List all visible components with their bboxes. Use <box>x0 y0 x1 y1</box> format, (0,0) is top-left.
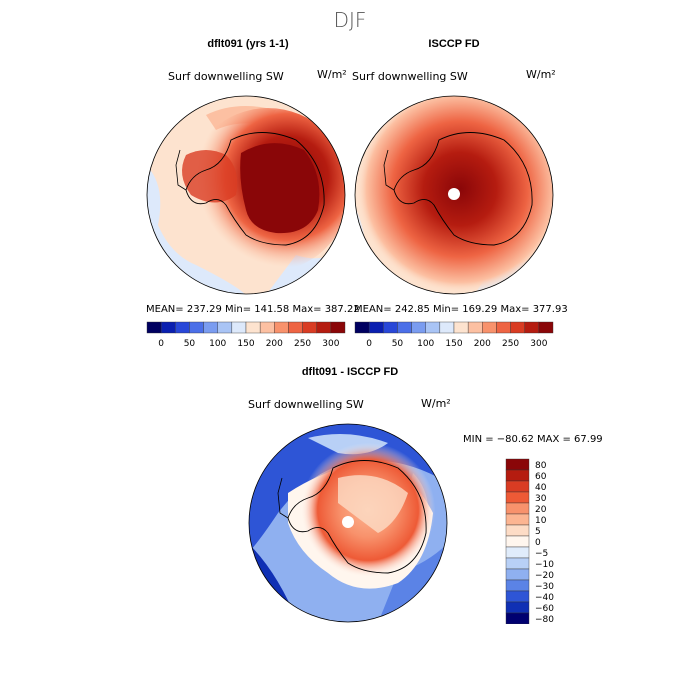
colorbar-swatch <box>368 321 384 334</box>
colorbar-swatch <box>146 321 162 334</box>
colorbar-label: 100 <box>417 339 434 349</box>
map-left-model <box>146 95 346 295</box>
panel-left-variable: Surf downwelling SW <box>168 70 284 83</box>
colorbar-label: −5 <box>535 549 548 559</box>
colorbar-swatch <box>505 469 530 482</box>
colorbar-swatch <box>203 321 218 334</box>
colorbar-swatch <box>505 502 530 515</box>
colorbar-swatch <box>288 321 303 334</box>
colorbar-swatch <box>538 321 554 334</box>
panel-right-units: W/m² <box>526 68 556 81</box>
colorbar-label: −40 <box>535 593 554 603</box>
colorbar-label: 30 <box>535 494 547 504</box>
colorbar-label: 5 <box>535 527 541 537</box>
colorbar-label: 50 <box>184 339 196 349</box>
colorbar-swatch <box>510 321 525 334</box>
colorbar-swatch <box>505 579 530 592</box>
colorbar-swatch <box>505 458 530 471</box>
colorbar-left: 050100150200250300350 <box>146 321 346 349</box>
colorbar-label: 250 <box>502 339 519 349</box>
panel-right-stats: MEAN= 242.85 Min= 169.29 Max= 377.93 <box>354 304 568 315</box>
colorbar-swatch <box>274 321 289 334</box>
map-diff <box>248 423 448 623</box>
colorbar-swatch <box>330 321 346 334</box>
colorbar-swatch <box>505 590 530 603</box>
colorbar-swatch <box>505 612 530 624</box>
colorbar-label: −80 <box>535 615 554 624</box>
colorbar-swatch <box>505 524 530 537</box>
colorbar-label: 100 <box>209 339 226 349</box>
colorbar-label: 300 <box>530 339 547 349</box>
panel-left-units: W/m² <box>317 68 347 81</box>
colorbar-swatch <box>189 321 204 334</box>
colorbar-label: 0 <box>366 339 372 349</box>
colorbar-label: 40 <box>535 483 547 493</box>
colorbar-label: 150 <box>445 339 462 349</box>
colorbar-right: 050100150200250300350 <box>354 321 554 349</box>
colorbar-label: −10 <box>535 560 554 570</box>
colorbar-swatch <box>505 480 530 493</box>
colorbar-label: 0 <box>535 538 541 548</box>
panel-diff-units: W/m² <box>421 397 451 410</box>
colorbar-label: 10 <box>535 516 547 526</box>
colorbar-swatch <box>245 321 261 334</box>
panel-diff-variable: Surf downwelling SW <box>248 398 364 411</box>
colorbar-swatch <box>160 321 176 334</box>
colorbar-swatch <box>259 321 275 334</box>
colorbar-label: 0 <box>158 339 164 349</box>
colorbar-swatch <box>524 321 540 334</box>
colorbar-label: 60 <box>535 472 547 482</box>
colorbar-swatch <box>505 546 530 559</box>
colorbar-swatch <box>505 568 530 581</box>
panel-diff-title: dflt091 - ISCCP FD <box>301 366 399 378</box>
colorbar-label: −30 <box>535 582 554 592</box>
panel-left-title: dflt091 (yrs 1-1) <box>207 38 289 50</box>
map-right-obs <box>354 95 554 295</box>
panel-left-stats: MEAN= 237.29 Min= 141.58 Max= 387.22 <box>146 304 360 315</box>
colorbar-swatch <box>397 321 412 334</box>
colorbar-label: 250 <box>294 339 311 349</box>
colorbar-swatch <box>505 557 530 570</box>
colorbar-swatch <box>496 321 511 334</box>
colorbar-swatch <box>383 321 398 334</box>
colorbar-swatch <box>505 491 530 504</box>
colorbar-label: 80 <box>535 461 547 471</box>
colorbar-label: −60 <box>535 604 554 614</box>
colorbar-swatch <box>482 321 497 334</box>
colorbar-swatch <box>505 513 530 526</box>
colorbar-swatch <box>354 321 370 334</box>
colorbar-swatch <box>217 321 233 334</box>
colorbar-swatch <box>453 321 469 334</box>
colorbar-swatch <box>231 321 247 334</box>
colorbar-swatch <box>175 321 190 334</box>
colorbar-swatch <box>505 535 530 548</box>
panel-diff-stats: MIN = −80.62 MAX = 67.99 <box>463 434 603 445</box>
colorbar-swatch <box>505 601 530 614</box>
colorbar-label: 50 <box>392 339 404 349</box>
colorbar-label: −20 <box>535 571 554 581</box>
colorbar-swatch <box>439 321 455 334</box>
colorbar-swatch <box>411 321 426 334</box>
colorbar-swatch <box>302 321 317 334</box>
colorbar-label: 300 <box>322 339 339 349</box>
colorbar-label: 200 <box>266 339 283 349</box>
panel-right-variable: Surf downwelling SW <box>352 70 468 83</box>
colorbar-label: 150 <box>237 339 254 349</box>
colorbar-label: 20 <box>535 505 547 515</box>
panel-right-title: ISCCP FD <box>428 38 480 50</box>
figure-title: DJF <box>333 8 367 32</box>
colorbar-swatch <box>467 321 483 334</box>
colorbar-label: 200 <box>474 339 491 349</box>
colorbar-swatch <box>316 321 332 334</box>
colorbar-swatch <box>425 321 441 334</box>
